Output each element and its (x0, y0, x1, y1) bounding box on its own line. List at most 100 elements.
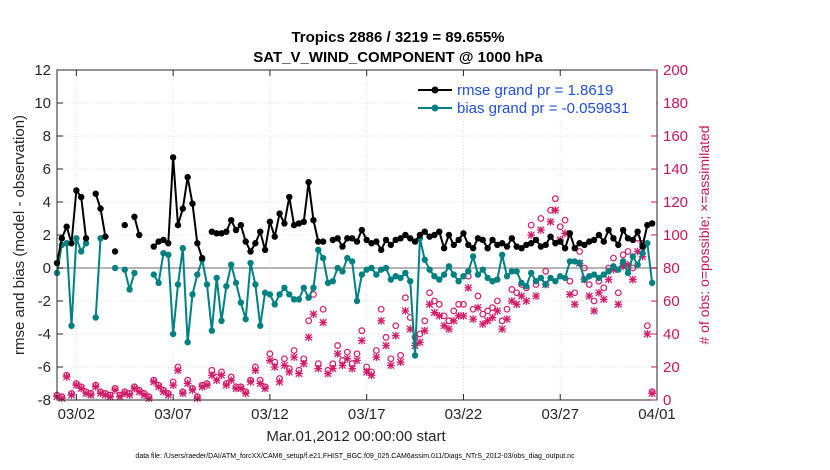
obs-possible-point (590, 297, 598, 305)
obs-assimilated-point (261, 384, 269, 393)
rmse-point (150, 243, 157, 250)
rmse-point (310, 216, 317, 224)
y-right-tick-label: 20 (663, 359, 680, 376)
y-right-tick-label: 0 (663, 392, 671, 409)
obs-possible-point (537, 215, 545, 222)
rmse-point (542, 241, 549, 249)
rmse-point (600, 238, 607, 245)
legend-rmse-text: rmse grand pr = 1.8619 (457, 82, 613, 99)
obs-assimilated-point (246, 378, 255, 386)
rmse-point (629, 236, 637, 244)
rmse-point (232, 226, 240, 234)
obs-possible-point (513, 289, 521, 297)
rmse-point (77, 193, 85, 201)
bias-point (68, 322, 75, 329)
bias-point (290, 296, 298, 303)
obs-possible-point (508, 286, 516, 293)
obs-assimilated-point (522, 297, 531, 305)
bias-point (465, 268, 472, 275)
y-left-tick-label: -8 (38, 392, 51, 409)
obs-possible-point (484, 307, 492, 315)
rmse-point (165, 240, 172, 247)
bias-point (363, 266, 370, 273)
obs-assimilated-point (488, 313, 497, 322)
y-left-tick-label: -6 (38, 359, 51, 376)
obs-possible-point (435, 300, 443, 308)
bias-point (324, 279, 332, 287)
obs-possible-point (334, 342, 342, 349)
rmse-point (227, 216, 235, 224)
bias-point (479, 266, 487, 273)
rmse-point (561, 245, 569, 252)
obs-assimilated-point (483, 316, 492, 325)
bias-point (557, 273, 564, 280)
rmse-point (223, 228, 230, 235)
bias-point (252, 281, 259, 288)
rmse-point (271, 233, 278, 240)
rmse-point (290, 221, 298, 229)
obs-assimilated-point (372, 353, 381, 361)
rmse-point (469, 245, 477, 252)
x-tick-label: 03/27 (541, 406, 579, 423)
legend-box (412, 76, 656, 120)
bias-series (53, 235, 656, 359)
rmse-point (368, 240, 375, 247)
rmse-point (566, 230, 574, 237)
rmse-point (136, 231, 143, 239)
bias-point (605, 268, 612, 275)
bias-point (77, 248, 85, 255)
obs-possible-point (551, 195, 559, 203)
bias-point (377, 266, 385, 273)
obs-possible-point (489, 304, 496, 312)
obs-assimilated-point (648, 389, 657, 398)
obs-assimilated-point (111, 386, 119, 394)
bias-point (169, 330, 177, 338)
bias-point (615, 266, 622, 273)
y-right-tick-label: 80 (663, 260, 680, 277)
rmse-point (131, 213, 138, 221)
obs-possible-point (305, 317, 313, 325)
y-right-tick-label: 200 (663, 62, 688, 79)
bias-point (242, 315, 249, 323)
rmse-point (276, 210, 283, 217)
rmse-point (537, 243, 545, 250)
bias-point (373, 271, 380, 278)
x-tick-label: 03/22 (445, 406, 483, 423)
obs-possible-point (377, 305, 385, 313)
obs-possible-point (619, 251, 627, 259)
bias-point (227, 261, 235, 268)
rmse-point (242, 238, 249, 245)
legend-rmse-marker (431, 86, 439, 94)
rmse-point (387, 241, 395, 249)
rmse-point (489, 236, 496, 244)
rmse-point (547, 233, 554, 240)
rmse-point (363, 236, 370, 244)
obs-assimilated-point (614, 300, 623, 309)
bias-point (203, 281, 211, 288)
rmse-point (639, 243, 646, 250)
rmse-point (590, 236, 598, 244)
rmse-point (484, 245, 491, 252)
rmse-point (440, 245, 448, 252)
y-right-tick-label: 160 (663, 128, 688, 145)
bias-point (160, 249, 167, 257)
obs-assimilated-point (362, 368, 371, 376)
rmse-point (266, 218, 274, 225)
obs-assimilated-point (532, 292, 540, 300)
rmse-point (615, 241, 622, 249)
bias-point (407, 278, 414, 285)
bias-point (358, 271, 366, 278)
rmse-point (431, 231, 438, 239)
obs-assimilated-point (348, 364, 357, 373)
rmse-point (460, 230, 467, 237)
obs-assimilated-point (87, 391, 95, 399)
obs-assimilated-point (595, 288, 603, 297)
obs-possible-point (585, 281, 593, 288)
bias-point (552, 278, 559, 285)
obs-assimilated-point (135, 387, 144, 396)
y-right-tick-label: 180 (663, 95, 688, 112)
y-right-tick-label: 140 (663, 161, 688, 178)
rmse-point (198, 254, 206, 262)
obs-possible-point (431, 297, 438, 305)
rmse-point (382, 236, 390, 244)
